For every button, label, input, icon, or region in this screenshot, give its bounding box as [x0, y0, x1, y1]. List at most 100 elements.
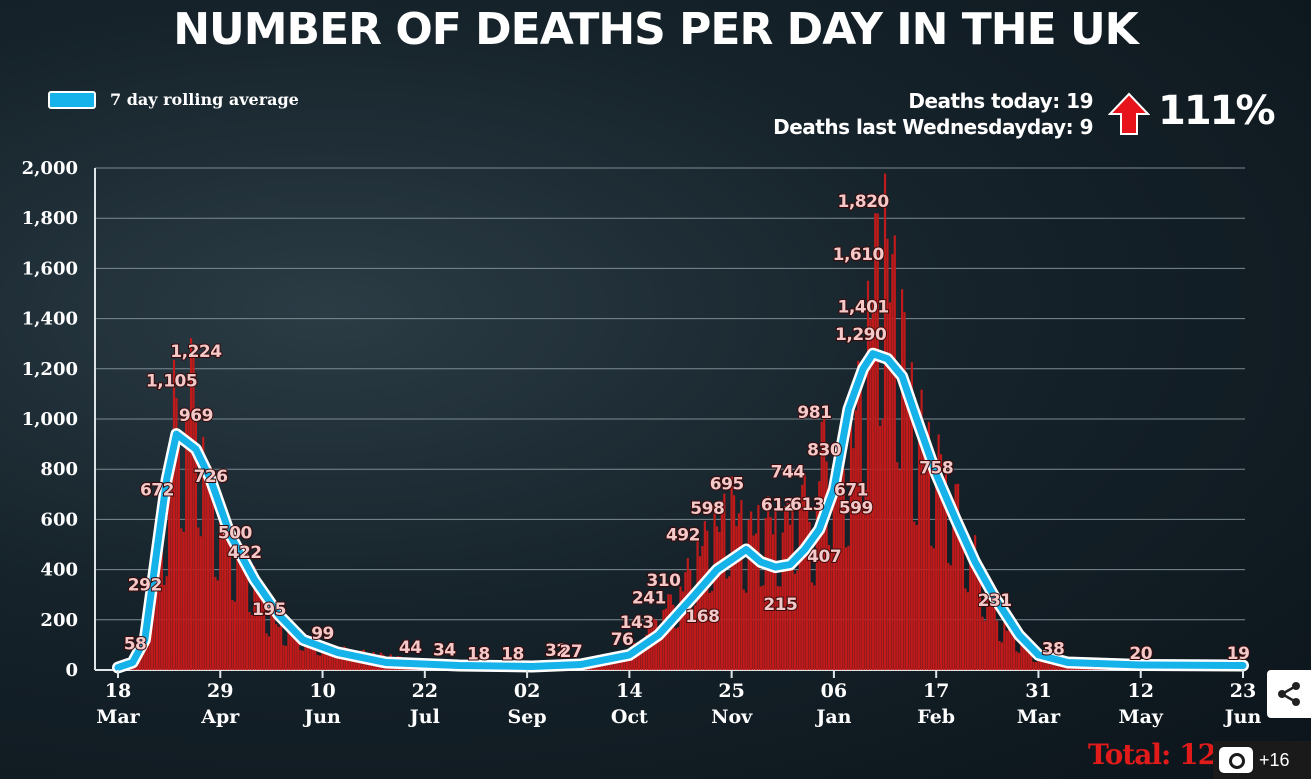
daily-death-bar	[277, 626, 280, 670]
daily-death-bar	[788, 524, 792, 670]
daily-death-bar	[148, 633, 151, 670]
x-tick-month: Mar	[96, 706, 140, 728]
data-label: 18	[467, 644, 490, 664]
daily-death-bar	[696, 537, 699, 670]
daily-death-bar	[815, 510, 818, 670]
data-label: 99	[311, 624, 334, 644]
daily-death-bar	[326, 643, 329, 670]
daily-death-bar	[177, 437, 180, 670]
daily-death-bar	[791, 508, 794, 670]
daily-death-bar	[1051, 664, 1055, 670]
daily-death-bar	[160, 543, 163, 670]
y-tick-label: 1,600	[22, 258, 78, 279]
x-tick-day: 12	[1128, 680, 1154, 702]
daily-death-bar	[862, 504, 865, 670]
daily-death-bar	[287, 629, 290, 670]
daily-death-bar	[920, 389, 923, 670]
daily-death-bar	[231, 599, 234, 670]
daily-death-bar	[691, 608, 694, 670]
daily-death-bar	[258, 596, 261, 670]
daily-death-bar	[284, 645, 288, 670]
share-button[interactable]	[1267, 670, 1311, 718]
daily-death-bar	[640, 651, 643, 670]
daily-death-bar	[866, 280, 870, 670]
daily-death-bar	[267, 636, 271, 670]
data-label: 671	[834, 481, 868, 501]
data-label: 38	[1042, 639, 1065, 659]
daily-death-bar	[679, 586, 682, 670]
deaths-stats: Deaths today: 19 Deaths last Wednesdayda…	[773, 88, 1093, 140]
x-tick-day: 17	[923, 680, 949, 702]
data-label: 1,610	[833, 245, 885, 265]
daily-death-bar	[947, 562, 950, 670]
x-tick-day: 18	[105, 680, 131, 702]
daily-death-bar	[241, 568, 244, 670]
data-label: 76	[611, 630, 634, 650]
data-label: 599	[839, 499, 873, 519]
daily-death-bar	[694, 605, 697, 670]
daily-death-bar	[187, 409, 190, 670]
daily-death-bar	[779, 586, 782, 670]
daily-death-bar	[954, 484, 957, 670]
daily-death-bar	[786, 502, 789, 670]
daily-death-bar	[199, 536, 202, 670]
daily-death-bar	[367, 660, 370, 670]
data-label: 726	[194, 467, 228, 487]
daily-death-bar	[764, 517, 767, 670]
daily-death-bar	[900, 289, 904, 670]
daily-death-bar	[628, 653, 631, 670]
daily-death-bar	[915, 525, 918, 670]
daily-death-bar	[781, 532, 784, 670]
daily-death-bar	[150, 603, 154, 670]
daily-death-bar	[153, 574, 156, 670]
daily-death-bar	[623, 660, 626, 670]
daily-death-bar	[840, 432, 843, 670]
daily-death-bar	[706, 530, 709, 670]
data-label: 231	[978, 591, 1012, 611]
daily-death-bar	[214, 576, 217, 670]
daily-death-bar	[304, 639, 307, 670]
daily-death-bar	[353, 659, 356, 670]
x-tick-day: 22	[412, 680, 438, 702]
x-tick-day: 02	[514, 680, 540, 702]
daily-death-bar	[762, 585, 765, 670]
daily-death-bar	[771, 534, 775, 670]
daily-death-bar	[937, 434, 940, 670]
daily-death-bar	[835, 481, 838, 670]
daily-death-bar	[1022, 646, 1025, 670]
daily-death-bar	[883, 173, 887, 670]
daily-death-bar	[820, 421, 823, 670]
gallery-button[interactable]: +16	[1213, 741, 1311, 779]
daily-death-bar	[1044, 657, 1047, 670]
data-label: 143	[620, 613, 654, 633]
daily-death-bar	[698, 556, 702, 670]
legend-label: 7 day rolling average	[110, 90, 299, 109]
daily-death-bar	[197, 527, 200, 670]
daily-death-bar	[893, 235, 896, 670]
daily-death-bar	[681, 591, 685, 670]
daily-death-bar	[798, 505, 801, 670]
data-label: 27	[560, 642, 583, 662]
daily-death-bar	[165, 576, 168, 670]
daily-death-bar	[1025, 648, 1028, 670]
daily-death-bar	[248, 612, 251, 670]
data-label: 422	[228, 543, 262, 563]
gallery-count: +16	[1259, 749, 1290, 770]
daily-death-bar	[818, 481, 821, 670]
data-label: 310	[646, 571, 681, 591]
daily-death-bar	[270, 612, 273, 670]
daily-death-bar	[664, 608, 667, 670]
daily-death-bar	[730, 476, 733, 670]
daily-death-bar	[991, 598, 994, 670]
daily-death-bar	[871, 300, 874, 670]
daily-death-bar	[1008, 627, 1011, 670]
data-label: 19	[1227, 644, 1250, 664]
daily-death-bar	[340, 649, 344, 670]
legend: 7 day rolling average	[48, 90, 299, 109]
data-label: 492	[666, 526, 700, 546]
x-tick-month: Feb	[917, 706, 955, 728]
daily-death-bar	[776, 586, 779, 670]
daily-death-bar	[233, 601, 236, 670]
daily-death-bar	[757, 504, 760, 670]
daily-death-bar	[163, 584, 166, 670]
